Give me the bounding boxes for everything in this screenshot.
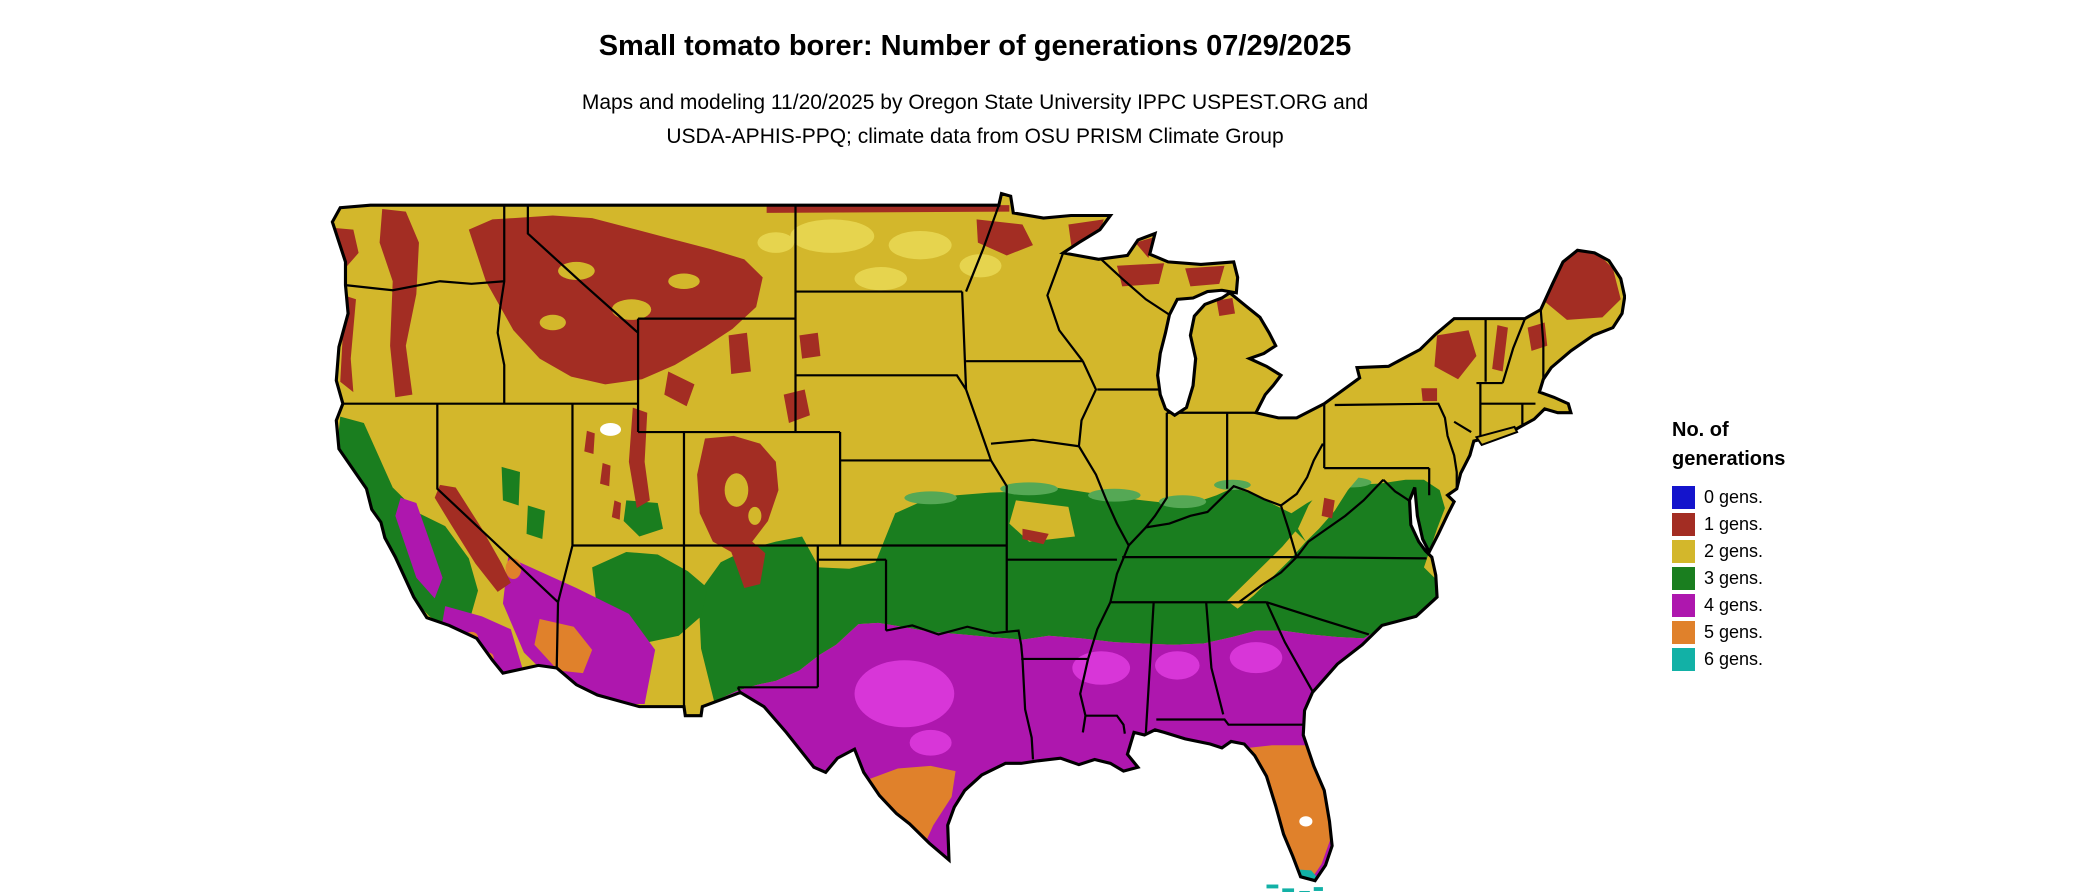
yellow-valley-patch (748, 506, 762, 525)
light-yellow-patch (854, 267, 908, 291)
bright-magenta-patch (1072, 651, 1131, 685)
state-borders (336, 204, 1545, 760)
legend-swatch-rect (1672, 567, 1695, 590)
map-subtitle-line-2: USDA-APHIS-PPQ; climate data from OSU PR… (666, 125, 1284, 149)
legend-item-label: 1 gens. (1704, 514, 1764, 534)
florida-key (1299, 890, 1310, 892)
long-island-shape (1474, 425, 1519, 447)
legend-swatch (1672, 486, 1695, 509)
region-2-gens-appalachia-ozark (1009, 466, 1361, 609)
red-pacific-northwest (332, 209, 419, 398)
light-green-fringe (1000, 482, 1058, 496)
legend-item: 0 gens. (1672, 486, 1785, 509)
map-title: Small tomato borer: Number of generation… (598, 30, 1352, 62)
legend-item-label: 5 gens. (1704, 622, 1764, 642)
light-green-fringe (1214, 479, 1251, 491)
yellow-valley-patch (539, 314, 566, 331)
legend-title-line-2: generations (1672, 448, 1786, 470)
light-green-fringe (1088, 488, 1141, 502)
bright-magenta-patch (1154, 651, 1200, 680)
great-salt-lake (600, 423, 622, 436)
legend-item-label: 3 gens. (1704, 568, 1764, 588)
legend-swatch-rect (1672, 486, 1695, 509)
map-subtitle: Maps and modeling 11/20/2025 by Oregon S… (582, 86, 1368, 154)
legend-item: 1 gens. (1672, 513, 1785, 536)
region-bright-magenta-patches (854, 642, 1283, 756)
legend: No. of generations 0 gens. 1 gens. 2 gen… (1672, 416, 1785, 671)
legend-item-label: 4 gens. (1704, 595, 1764, 615)
florida-key (1313, 887, 1323, 891)
red-colorado-utah-sierra (434, 407, 779, 592)
florida-keys (1266, 884, 1323, 892)
region-light-yellow-patches (757, 219, 1002, 291)
red-north-and-east (766, 205, 1621, 545)
light-green-fringe (1158, 495, 1207, 509)
bright-magenta-patch (1229, 642, 1283, 674)
legend-title-line-1: No. of (1672, 419, 1729, 441)
legend-swatch-rect (1672, 648, 1695, 671)
light-yellow-patch (959, 254, 1002, 278)
bright-magenta-patch (909, 729, 952, 756)
map-lakes (600, 423, 1313, 827)
legend-item-label: 2 gens. (1704, 541, 1764, 561)
legend-item: 5 gens. (1672, 621, 1785, 644)
light-yellow-patch (757, 232, 795, 253)
us-map (330, 192, 1626, 892)
yellow-appalachian-wedge (1009, 466, 1361, 609)
legend-swatch-rect (1672, 594, 1695, 617)
state-border-lines (336, 204, 1545, 760)
long-island (1474, 425, 1519, 447)
legend-swatch (1672, 648, 1695, 671)
florida-key (1266, 884, 1279, 889)
map-subtitle-line-1: Maps and modeling 11/20/2025 by Oregon S… (581, 91, 1369, 114)
light-yellow-patch (888, 230, 952, 260)
green-central-band (698, 479, 1445, 702)
legend-item-label: 6 gens. (1704, 649, 1764, 669)
bright-magenta-patch (854, 660, 955, 728)
lake-okeechobee (1299, 816, 1313, 827)
legend-item: 4 gens. (1672, 594, 1785, 617)
region-light-green-fringe (904, 477, 1372, 509)
legend-swatch-rect (1672, 540, 1695, 563)
legend-item: 2 gens. (1672, 540, 1785, 563)
legend-item-label: 0 gens. (1704, 487, 1764, 507)
legend-rows: 0 gens. 1 gens. 2 gens. 3 gens. 4 gens. … (1672, 486, 1785, 671)
yellow-valley-patch (724, 473, 749, 507)
light-yellow-patch (790, 219, 875, 253)
yellow-valley-patch (668, 273, 700, 289)
legend-swatch-rect (1672, 513, 1695, 536)
legend-item: 3 gens. (1672, 567, 1785, 590)
legend-swatch (1672, 621, 1695, 644)
legend-item: 6 gens. (1672, 648, 1785, 671)
yellow-valley-patch (558, 261, 595, 280)
florida-key (1282, 888, 1295, 892)
legend-swatch-rect (1672, 621, 1695, 644)
light-green-fringe (904, 491, 957, 505)
legend-title: No. of generations (1672, 416, 1785, 474)
legend-swatch (1672, 513, 1695, 536)
legend-swatch (1672, 567, 1695, 590)
yellow-valley-patch (611, 299, 652, 320)
legend-swatch (1672, 594, 1695, 617)
legend-swatch (1672, 540, 1695, 563)
region-2-gens-mountain-valleys (539, 261, 762, 525)
